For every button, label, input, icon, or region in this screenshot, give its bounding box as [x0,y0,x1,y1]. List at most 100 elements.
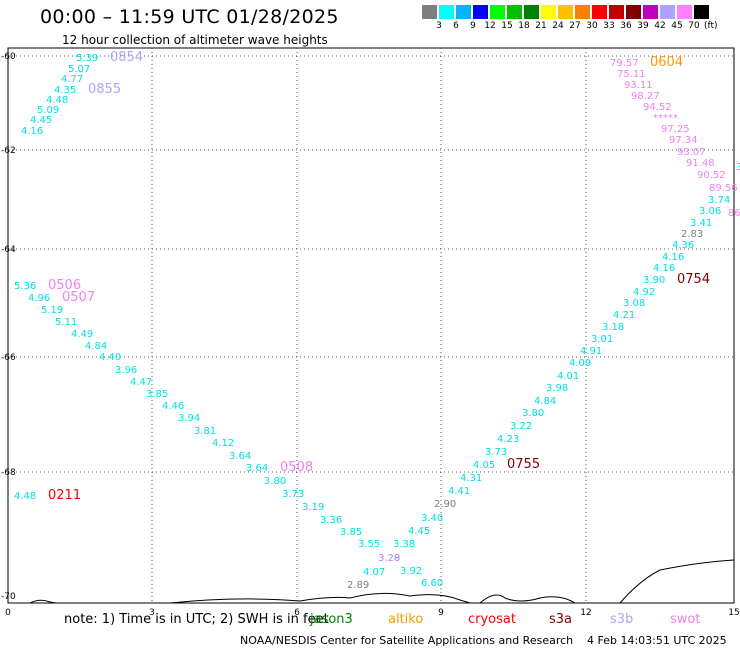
wave-height-label: 5.11 [55,317,77,328]
wave-height-label: 3.41 [690,218,712,229]
colorbar-swatch [490,5,506,19]
colorbar-tick-label: 24 [552,21,564,31]
colorbar-tick-label: 18 [518,21,530,31]
wave-height-label: 3.96 [115,365,137,376]
wave-height-label: 6.60 [421,578,443,589]
wave-height-label: 3.28 [378,553,400,564]
wave-height-label: 4.09 [569,358,591,369]
longitude-tick-label: 6 [294,608,300,618]
legend-entry-swot: swot [670,612,701,627]
credit-line: NOAA/NESDIS Center for Satellite Applica… [240,634,574,647]
wave-height-label: 3.85 [340,527,362,538]
wave-height-label: 4.01 [557,371,579,382]
pass-time-label: 0211 [48,488,81,503]
wave-height-label: 3.80 [264,476,286,487]
wave-height-label: 2.89 [347,580,369,591]
wave-height-label: 3.18 [602,322,624,333]
colorbar-tick-label: 12 [484,21,496,31]
wave-height-label: 4.36 [672,240,694,251]
wave-height-label: 4.47 [130,377,152,388]
latitude-tick-label: -64 [1,245,16,255]
legend-entry-jason3: jason3 [310,612,353,627]
colorbar-tick-label: 36 [620,21,632,31]
wave-height-label: 4.96 [28,293,50,304]
longitude-tick-label: 15 [728,608,739,618]
colorbar-tick-label: 21 [535,21,547,31]
footer-note: note: 1) Time is in UTC; 2) SWH is in fe… [64,612,329,627]
wave-height-label: 3.38 [393,539,415,550]
wave-height-label: 3.64 [229,451,251,462]
wave-height-label: 4.48 [14,491,36,502]
wave-height-label: 3.22 [510,421,532,432]
colorbar-swatch [609,5,625,19]
colorbar-swatch [456,5,472,19]
pass-time-label: 0507 [62,290,95,305]
wave-height-label: 93.07 [677,147,706,158]
wave-height-label: 3.36 [320,515,342,526]
wave-height-label: 90.52 [697,170,726,181]
wave-height-label: 4.16 [653,263,675,274]
wave-height-label: 86 [728,208,740,219]
wave-height-label: 3.94 [178,413,200,424]
wave-height-label: 5.09 [37,105,59,116]
wave-height-label: 3.92 [400,566,422,577]
wave-height-label: ***** [653,113,678,124]
wave-height-label: 3.08 [623,298,645,309]
wave-height-label: 4.49 [71,329,93,340]
wave-height-label: 91.48 [686,158,715,169]
colorbar-swatch [592,5,608,19]
wave-height-label: 4.16 [21,126,43,137]
latitude-tick-label: -62 [1,146,16,156]
wave-height-label: 5.07 [68,64,90,75]
colorbar-swatch [660,5,676,19]
wave-height-label: 3.40 [421,513,443,524]
wave-height-label: 4.05 [473,460,495,471]
wave-height-label: 4.40 [99,352,121,363]
pass-time-label: 0755 [507,457,540,472]
colorbar-tick-label: 15 [501,21,513,31]
longitude-tick-label: 12 [580,608,591,618]
longitude-tick-label: 9 [438,608,444,618]
map-frame [7,47,735,604]
wave-height-label: 4.16 [662,252,684,263]
pass-time-label: 0854 [110,50,143,65]
wave-height-label: 3.85 [146,389,168,400]
wave-height-label: 4.91 [580,346,602,357]
wave-height-label: 97.25 [661,124,690,135]
colorbar-swatch [541,5,557,19]
colorbar-tick-label: 30 [586,21,598,31]
wave-height-label: 4.45 [408,526,430,537]
wave-height-label: 4.48 [46,95,68,106]
wave-height-label: 3.73 [485,447,507,458]
latitude-tick-label: -60 [1,52,16,62]
wave-height-label: 3.90 [643,275,665,286]
wave-height-label: 4.31 [460,473,482,484]
wave-height-label: 3.64 [246,463,268,474]
colorbar-swatch [643,5,659,19]
latitude-tick-label: -68 [1,468,16,478]
colorbar-tick-label: 3 [436,21,442,31]
wave-height-label: 3.01 [591,334,613,345]
wave-height-label: 3.55 [358,539,380,550]
wave-height-label: 3.74 [708,195,730,206]
colorbar-swatch [507,5,523,19]
wave-height-label: 97.34 [669,135,698,146]
wave-height-label: 4.35 [54,85,76,96]
wave-height-label: 3.98 [546,383,568,394]
chart-subtitle: 12 hour collection of altimeter wave hei… [62,33,328,47]
pass-time-label: 0506 [48,278,81,293]
longitude-tick-label: 3 [149,608,155,618]
wave-height-label: 94.52 [643,102,672,113]
wave-height-label: 2.90 [434,499,456,510]
colorbar-swatch [473,5,489,19]
pass-time-label: 0855 [88,82,121,97]
wave-height-label: 4.92 [633,287,655,298]
colorbar-tick-label: 9 [470,21,476,31]
pass-time-label: 0754 [677,272,710,287]
colorbar-tick-label: 27 [569,21,581,31]
latitude-tick-label: -66 [1,353,16,363]
wave-height-label: 4.41 [448,486,470,497]
colorbar-tick-label: 45 [671,21,683,31]
wave-height-label: 4.07 [363,567,385,578]
wave-height-label: 3.19 [302,502,324,513]
